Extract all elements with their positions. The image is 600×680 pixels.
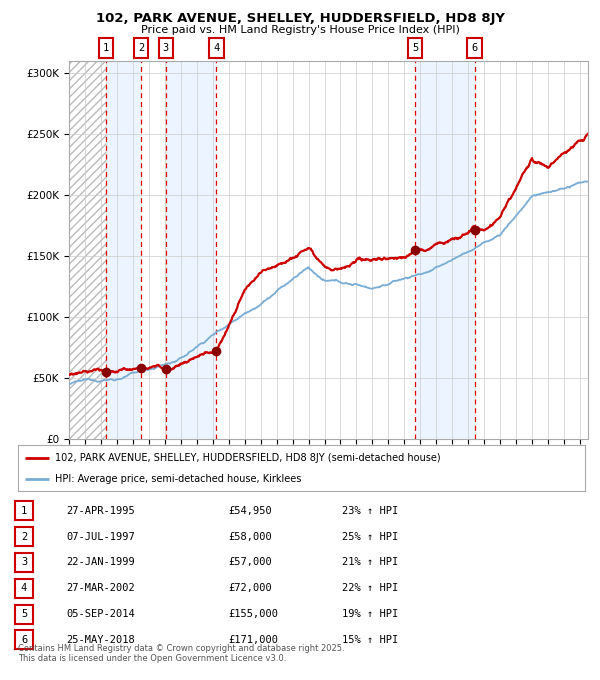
Text: 6: 6 [21, 635, 27, 645]
Text: 102, PARK AVENUE, SHELLEY, HUDDERSFIELD, HD8 8JY: 102, PARK AVENUE, SHELLEY, HUDDERSFIELD,… [95, 12, 505, 25]
Text: 07-JUL-1997: 07-JUL-1997 [66, 532, 135, 541]
Bar [106, 61, 141, 439]
Text: 5: 5 [412, 44, 418, 53]
Text: 23% ↑ HPI: 23% ↑ HPI [342, 506, 398, 515]
Bar [69, 61, 106, 439]
Text: 25-MAY-2018: 25-MAY-2018 [66, 635, 135, 645]
Text: 5: 5 [21, 609, 27, 619]
Text: Contains HM Land Registry data © Crown copyright and database right 2025.
This d: Contains HM Land Registry data © Crown c… [18, 643, 344, 663]
Text: £72,000: £72,000 [228, 583, 272, 593]
Text: £58,000: £58,000 [228, 532, 272, 541]
Text: 1: 1 [103, 44, 109, 53]
Bar [141, 61, 166, 439]
Text: 2: 2 [21, 532, 27, 541]
Text: 21% ↑ HPI: 21% ↑ HPI [342, 558, 398, 567]
Text: 05-SEP-2014: 05-SEP-2014 [66, 609, 135, 619]
Text: £155,000: £155,000 [228, 609, 278, 619]
Text: 3: 3 [163, 44, 169, 53]
Text: 25% ↑ HPI: 25% ↑ HPI [342, 532, 398, 541]
Text: 2: 2 [138, 44, 145, 53]
Text: HPI: Average price, semi-detached house, Kirklees: HPI: Average price, semi-detached house,… [55, 475, 301, 484]
Text: 22-JAN-1999: 22-JAN-1999 [66, 558, 135, 567]
Text: £57,000: £57,000 [228, 558, 272, 567]
Text: 22% ↑ HPI: 22% ↑ HPI [342, 583, 398, 593]
Text: 1: 1 [21, 506, 27, 515]
Text: 27-MAR-2002: 27-MAR-2002 [66, 583, 135, 593]
Text: 4: 4 [213, 44, 220, 53]
Text: Price paid vs. HM Land Registry's House Price Index (HPI): Price paid vs. HM Land Registry's House … [140, 25, 460, 35]
Text: £171,000: £171,000 [228, 635, 278, 645]
Text: 15% ↑ HPI: 15% ↑ HPI [342, 635, 398, 645]
Bar [166, 61, 217, 439]
Text: £54,950: £54,950 [228, 506, 272, 515]
Text: 27-APR-1995: 27-APR-1995 [66, 506, 135, 515]
Text: 4: 4 [21, 583, 27, 593]
Bar [415, 61, 475, 439]
Text: 6: 6 [472, 44, 478, 53]
Text: 102, PARK AVENUE, SHELLEY, HUDDERSFIELD, HD8 8JY (semi-detached house): 102, PARK AVENUE, SHELLEY, HUDDERSFIELD,… [55, 453, 440, 462]
Bar [217, 61, 415, 439]
Bar [475, 61, 588, 439]
Text: 3: 3 [21, 558, 27, 567]
Text: 19% ↑ HPI: 19% ↑ HPI [342, 609, 398, 619]
